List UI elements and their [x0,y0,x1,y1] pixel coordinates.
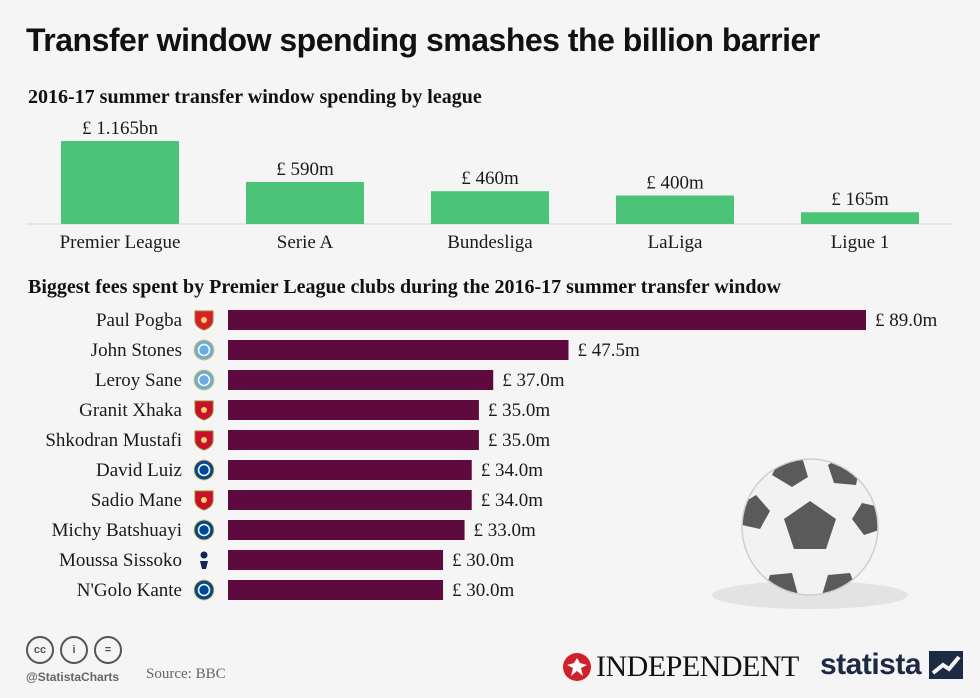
player-name-label: N'Golo Kante [77,580,182,601]
manchester-city-crest-icon [193,339,215,361]
license-icons[interactable]: cc i = [26,636,122,664]
league-category-label: Premier League [60,232,181,253]
statista-wordmark: statista [820,648,922,681]
player-fee-bar [228,460,472,480]
league-value-label: £ 590m [276,159,334,180]
player-chart-subtitle: Biggest fees spent by Premier League clu… [28,276,781,298]
league-bar [246,181,364,224]
player-fee-bar [228,550,444,570]
chelsea-crest-icon [193,459,215,481]
player-fees-chart: Paul Pogba £ 89.0m John Stones £ 47.5m Leroy… [45,310,938,601]
league-value-label: £ 400m [646,173,704,194]
player-name-label: Paul Pogba [96,310,183,331]
player-fee-label: £ 47.5m [578,340,641,361]
chelsea-crest-icon [193,519,215,541]
league-spending-chart: £ 1.165bn Premier League £ 590m Serie A £ 46… [26,118,952,253]
player-name-label: Leroy Sane [95,370,182,391]
source-note: Source: BBC [146,666,226,682]
player-fee-bar [228,430,479,450]
eagle-icon [563,653,591,681]
player-fee-bar [228,400,479,420]
independent-logo[interactable]: INDEPENDENT [562,650,799,684]
statista-mark-icon [929,651,964,679]
chelsea-crest-icon [193,579,215,601]
player-fee-bar [228,370,494,390]
player-fee-label: £ 89.0m [875,310,938,331]
player-name-label: Granit Xhaka [79,400,182,421]
league-category-label: Bundesliga [447,232,533,253]
league-value-label: £ 1.165bn [82,118,159,139]
player-name-label: John Stones [91,340,182,361]
manchester-city-crest-icon [193,369,215,391]
liverpool-crest-icon [194,490,214,511]
player-fee-bar [228,490,472,510]
league-category-label: Ligue 1 [831,232,890,253]
player-name-label: David Luiz [96,460,182,481]
league-category-label: Serie A [277,232,334,253]
league-category-label: LaLiga [648,232,703,253]
player-fee-label: £ 34.0m [481,460,544,481]
player-fee-bar [228,520,465,540]
independent-wordmark: INDEPENDENT [596,650,799,683]
creative-commons-icon: cc [26,636,54,664]
league-bar [801,212,919,224]
player-fee-label: £ 33.0m [474,520,536,541]
player-name-label: Sadio Mane [91,490,182,511]
player-name-label: Michy Batshuayi [52,520,182,541]
league-chart-subtitle: 2016-17 summer transfer window spending … [28,86,482,108]
football-illustration [712,458,908,609]
league-value-label: £ 165m [831,189,889,210]
player-name-label: Moussa Sissoko [59,550,182,571]
chart-title: Transfer window spending smashes the bil… [26,22,820,58]
league-bar [61,141,179,224]
footer: cc i = @StatistaCharts Source: BBC INDEP… [0,620,980,698]
player-fee-bar [228,580,444,600]
twitter-handle[interactable]: @StatistaCharts [26,670,120,684]
no-derivatives-icon: = [94,636,122,664]
arsenal-crest-icon [194,430,214,451]
player-fee-bar [228,310,866,330]
player-fee-label: £ 37.0m [502,370,565,391]
league-bar [431,191,549,224]
player-fee-label: £ 30.0m [452,580,514,601]
player-fee-bar [228,340,569,360]
player-fee-label: £ 34.0m [481,490,544,511]
league-bar [616,195,734,224]
player-fee-label: £ 35.0m [488,400,551,421]
statista-logo[interactable]: statista [820,648,964,682]
manchester-united-crest-icon [194,310,214,331]
player-name-label: Shkodran Mustafi [45,430,182,451]
player-fee-label: £ 30.0m [452,550,514,571]
tottenham-crest-icon [200,551,208,569]
attribution-icon: i [60,636,88,664]
arsenal-crest-icon [194,400,214,421]
league-value-label: £ 460m [461,168,519,189]
player-fee-label: £ 35.0m [488,430,551,451]
